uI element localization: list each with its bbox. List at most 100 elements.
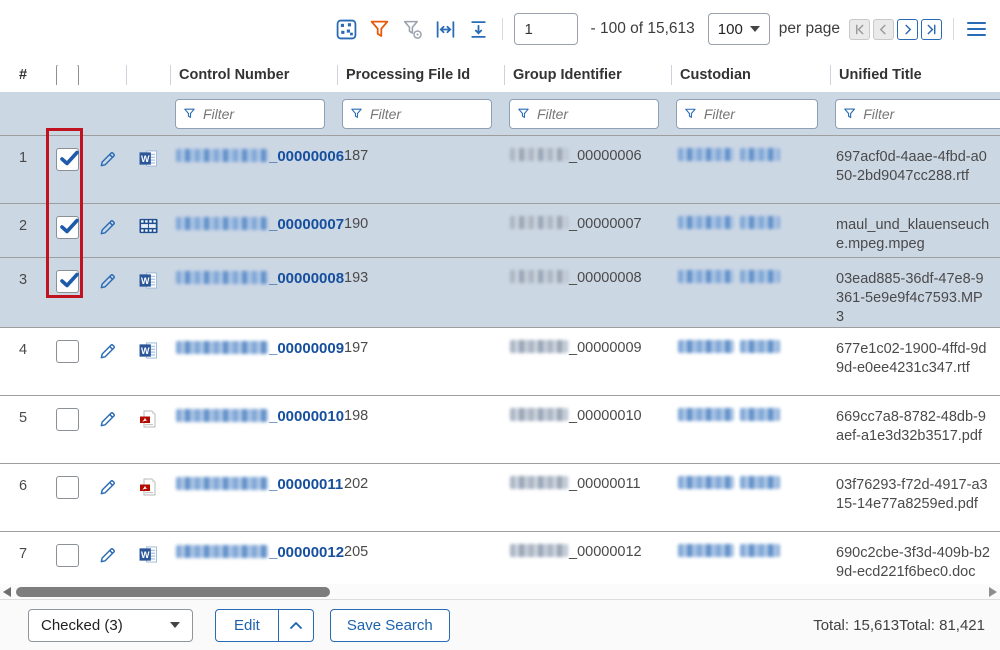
menu-icon[interactable] — [965, 20, 988, 39]
filter-icon[interactable] — [368, 17, 392, 41]
column-header-control-number[interactable]: Control Number — [170, 65, 337, 85]
redacted-text — [176, 217, 268, 230]
last-page-button[interactable] — [921, 18, 942, 40]
chevron-down-icon — [749, 26, 760, 32]
svg-text:W: W — [140, 550, 149, 560]
edit-pencil-icon[interactable] — [98, 410, 117, 433]
edit-button[interactable]: Edit — [234, 616, 260, 634]
column-header-processing-file-id[interactable]: Processing File Id — [337, 65, 504, 85]
horizontal-scrollbar — [0, 584, 1000, 599]
checked-scope-dropdown[interactable]: Checked (3) — [28, 608, 193, 642]
processing-file-id-value: 198 — [344, 408, 369, 424]
page-number-input[interactable] — [513, 13, 578, 45]
page-size-select[interactable]: 100 — [707, 13, 770, 45]
scroll-right-arrow[interactable] — [989, 587, 997, 597]
header-row: # Control Number Processing File Id Grou… — [0, 58, 1000, 92]
checked-scope-label: Checked (3) — [41, 616, 123, 634]
group-identifier-value: _00000012 — [504, 532, 671, 584]
processing-file-id-value: 197 — [344, 340, 369, 356]
select-all-checkbox[interactable] — [46, 65, 88, 85]
edit-pencil-icon[interactable] — [98, 342, 117, 365]
edit-pencil-icon[interactable] — [98, 150, 117, 173]
group-identifier-value: _00000010 — [504, 396, 671, 463]
column-header-edit — [88, 65, 126, 85]
fit-height-icon[interactable] — [467, 17, 491, 41]
save-search-button[interactable]: Save Search — [329, 608, 450, 642]
scrollbar-thumb[interactable] — [16, 586, 330, 597]
file-type-icon: W — [139, 546, 158, 563]
redacted-text — [678, 270, 734, 283]
file-type-icon: W — [139, 150, 158, 167]
unified-title-value: 697acf0d-4aae-4fbd-a050-2bd9047cc288.rtf — [836, 149, 987, 184]
row-checkbox[interactable] — [55, 476, 79, 499]
redacted-text — [510, 476, 568, 489]
filter-input-control-number[interactable] — [175, 98, 325, 129]
edit-pencil-icon[interactable] — [98, 546, 117, 569]
layout-grid-icon[interactable] — [335, 17, 359, 41]
row-checkbox[interactable] — [55, 408, 79, 431]
row-number: 4 — [18, 342, 28, 358]
fit-width-icon[interactable] — [434, 17, 458, 41]
column-header-group-identifier[interactable]: Group Identifier — [504, 65, 671, 85]
row-number: 3 — [18, 272, 28, 288]
previous-page-button — [873, 18, 894, 40]
redacted-text — [176, 409, 268, 422]
redacted-text — [740, 148, 780, 161]
filter-input-custodian[interactable] — [676, 98, 818, 129]
control-number-link[interactable]: _00000011 — [170, 464, 343, 531]
redacted-text — [510, 408, 568, 421]
redacted-text — [176, 477, 268, 490]
column-header-custodian[interactable]: Custodian — [671, 65, 830, 85]
custodian-value — [671, 328, 830, 395]
control-number-link[interactable]: _00000006 — [170, 136, 344, 203]
next-page-button[interactable] — [897, 18, 918, 40]
filter-text-input[interactable] — [861, 104, 999, 123]
filter-text-input[interactable] — [534, 104, 650, 123]
filter-text-input[interactable] — [367, 104, 483, 123]
chevron-down-icon — [170, 622, 180, 628]
toolbar: - 100 of 15,613 100 per page — [0, 0, 1000, 58]
table-row: 1 W _00000006 187 _00000006 697acf0d-4aa… — [0, 135, 1000, 203]
edit-pencil-icon[interactable] — [98, 218, 117, 241]
control-number-link[interactable]: _00000012 — [170, 532, 344, 584]
custodian-value — [671, 136, 830, 203]
button-divider — [277, 609, 279, 641]
row-checkbox[interactable] — [55, 216, 79, 239]
filter-text-input[interactable] — [701, 104, 809, 123]
row-checkbox[interactable] — [55, 340, 79, 363]
row-checkbox[interactable] — [55, 544, 79, 567]
filter-input-processing-file-id[interactable] — [342, 98, 492, 129]
group-identifier-value: _00000011 — [504, 464, 671, 531]
filter-input-group-identifier[interactable] — [509, 98, 659, 129]
redacted-text — [678, 340, 734, 353]
filter-input-unified-title[interactable] — [835, 98, 1000, 129]
processing-file-id-value: 190 — [344, 216, 369, 232]
row-checkbox[interactable] — [55, 270, 79, 293]
control-number-link[interactable]: _00000009 — [170, 328, 344, 395]
edit-menu-chevron-up-icon[interactable] — [279, 610, 313, 641]
column-header-unified-title[interactable]: Unified Title — [830, 65, 1000, 85]
row-number: 7 — [18, 546, 28, 562]
redacted-text — [740, 544, 780, 557]
row-number: 6 — [18, 478, 28, 494]
file-type-icon: W — [139, 342, 158, 359]
control-number-link[interactable]: _00000008 — [170, 258, 344, 327]
svg-text:W: W — [140, 346, 149, 356]
row-checkbox[interactable] — [55, 148, 79, 171]
processing-file-id-value: 193 — [344, 270, 369, 286]
filter-text-input[interactable] — [200, 104, 316, 123]
filter-clear-icon[interactable] — [401, 17, 425, 41]
scroll-left-arrow[interactable] — [3, 587, 11, 597]
edit-pencil-icon[interactable] — [98, 478, 117, 501]
table-body: 1 W _00000006 187 _00000006 697acf0d-4aa… — [0, 135, 1000, 584]
custodian-value — [671, 258, 830, 327]
control-number-link[interactable]: _00000010 — [170, 396, 344, 463]
redacted-text — [176, 341, 268, 354]
edit-pencil-icon[interactable] — [98, 272, 117, 295]
control-number-link[interactable]: _00000007 — [170, 204, 344, 257]
redacted-text — [176, 545, 268, 558]
redacted-text — [510, 340, 568, 353]
redacted-text — [740, 408, 780, 421]
custodian-value — [671, 532, 830, 584]
